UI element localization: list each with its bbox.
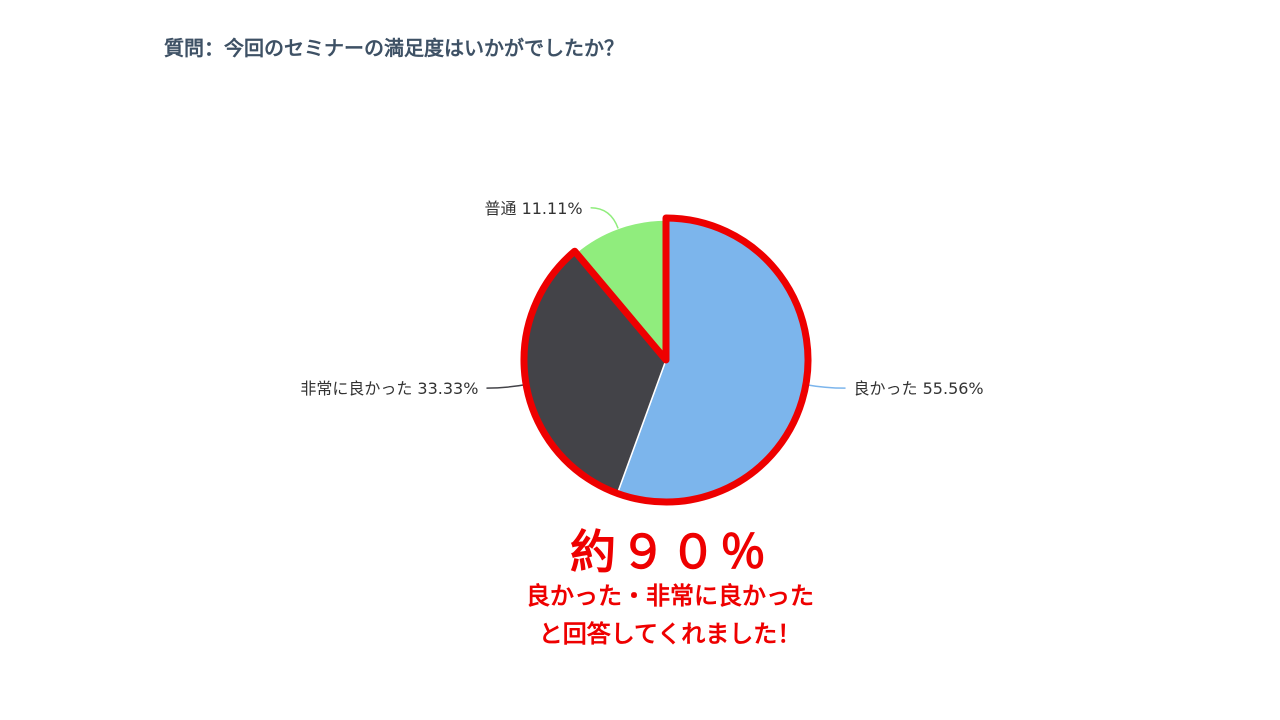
- slice-label-very-good: 非常に良かった 33.33%: [300, 379, 478, 398]
- question-title: 質問：今回のセミナーの満足度はいかがでしたか？: [164, 36, 624, 60]
- label-connector: [803, 383, 846, 389]
- label-connector: [590, 207, 619, 229]
- callout-line-1: 良かった・非常に良かった: [526, 582, 814, 610]
- highlight-outline: [520, 214, 812, 506]
- label-connector: [486, 383, 529, 389]
- callout-percentage: 約９０％: [570, 525, 770, 579]
- slice-label-normal: 普通 11.11%: [484, 199, 582, 218]
- slice-label-good: 良かった 55.56%: [854, 379, 984, 398]
- callout-line-2: と回答してくれました！: [538, 620, 802, 648]
- slice-labels: 良かった 55.56% 非常に良かった 33.33% 普通 11.11%: [300, 199, 983, 398]
